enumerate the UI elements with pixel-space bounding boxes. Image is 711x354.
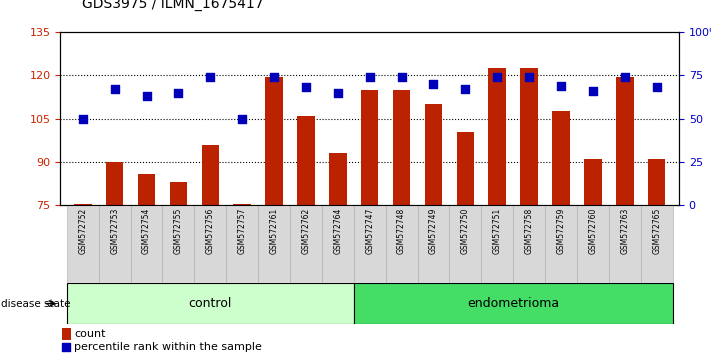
Text: GSM572747: GSM572747 (365, 208, 374, 254)
Bar (170, 182, 187, 205)
Text: GSM572762: GSM572762 (301, 208, 311, 254)
Bar (385, 205, 417, 283)
Text: GSM572757: GSM572757 (237, 208, 247, 254)
Point (651, 85, 663, 90)
Bar (67, 205, 99, 283)
Point (364, 74, 375, 80)
Bar (233, 204, 251, 205)
Point (77, 116, 88, 121)
Bar (481, 205, 513, 283)
Bar (329, 153, 346, 205)
Bar (488, 68, 506, 205)
Text: count: count (74, 329, 105, 339)
Bar (258, 205, 290, 283)
Text: GSM572760: GSM572760 (589, 208, 597, 254)
Text: GSM572755: GSM572755 (174, 208, 183, 254)
Text: GSM572761: GSM572761 (269, 208, 279, 254)
Point (555, 83, 567, 88)
Point (491, 74, 503, 80)
Bar (74, 204, 92, 205)
Point (141, 93, 152, 99)
Bar (163, 205, 194, 283)
Text: GSM572753: GSM572753 (110, 208, 119, 254)
Bar (449, 205, 481, 283)
Bar (131, 205, 163, 283)
Bar (322, 205, 354, 283)
Text: GSM572765: GSM572765 (652, 208, 661, 254)
Text: disease state: disease state (1, 298, 70, 309)
Bar (201, 145, 219, 205)
Bar (354, 283, 673, 324)
Bar (513, 205, 545, 283)
Point (60, 344, 72, 350)
Point (396, 74, 407, 80)
Text: GSM572750: GSM572750 (461, 208, 470, 254)
Bar (62, 328, 71, 341)
Text: endometrioma: endometrioma (467, 297, 560, 310)
Text: GSM572752: GSM572752 (78, 208, 87, 254)
Point (109, 86, 120, 92)
Bar (361, 90, 378, 205)
Bar (297, 116, 315, 205)
Text: control: control (188, 297, 232, 310)
Bar (138, 173, 155, 205)
Bar (609, 205, 641, 283)
Text: GSM572754: GSM572754 (142, 208, 151, 254)
Bar (577, 205, 609, 283)
Bar (552, 112, 570, 205)
Text: GSM572758: GSM572758 (525, 208, 534, 254)
Text: GSM572751: GSM572751 (493, 208, 502, 254)
Bar (265, 77, 283, 205)
Bar (393, 90, 410, 205)
Text: GSM572764: GSM572764 (333, 208, 342, 254)
Text: GSM572749: GSM572749 (429, 208, 438, 254)
Text: GSM572756: GSM572756 (205, 208, 215, 254)
Bar (99, 205, 131, 283)
Bar (584, 159, 602, 205)
Bar (354, 205, 385, 283)
Bar (424, 104, 442, 205)
Bar (545, 205, 577, 283)
Point (523, 74, 535, 80)
Point (268, 74, 279, 80)
Bar (520, 68, 538, 205)
Bar (290, 205, 322, 283)
Text: GSM572759: GSM572759 (557, 208, 565, 254)
Point (300, 85, 311, 90)
Bar (67, 283, 354, 324)
Bar (194, 205, 226, 283)
Bar (456, 132, 474, 205)
Point (619, 74, 631, 80)
Point (173, 90, 184, 96)
Text: GDS3975 / ILMN_1675417: GDS3975 / ILMN_1675417 (82, 0, 263, 11)
Bar (106, 162, 124, 205)
Point (205, 74, 216, 80)
Point (460, 86, 471, 92)
Point (428, 81, 439, 87)
Bar (616, 77, 634, 205)
Text: percentile rank within the sample: percentile rank within the sample (74, 342, 262, 352)
Point (332, 90, 343, 96)
Text: GSM572748: GSM572748 (397, 208, 406, 254)
Bar (641, 205, 673, 283)
Bar (226, 205, 258, 283)
Point (237, 116, 248, 121)
Point (587, 88, 599, 94)
Text: GSM572763: GSM572763 (620, 208, 629, 254)
Bar (417, 205, 449, 283)
Bar (648, 159, 665, 205)
